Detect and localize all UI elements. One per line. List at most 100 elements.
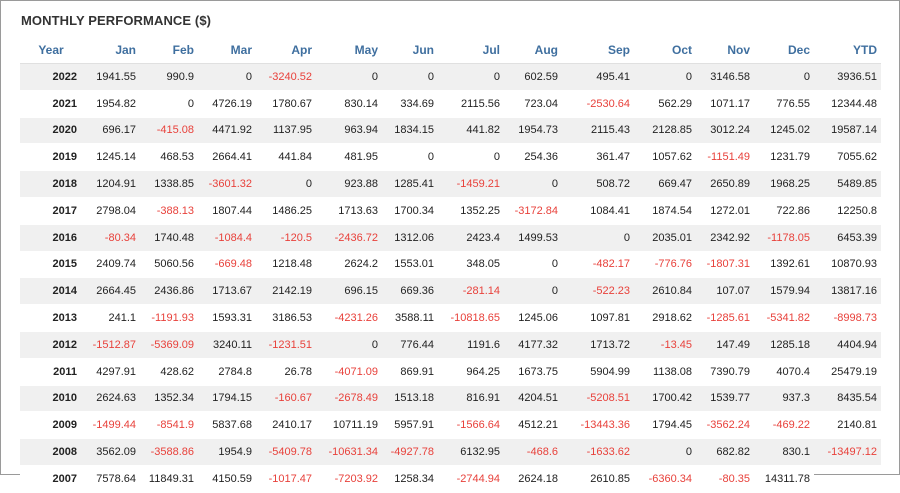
year-cell: 2021 [20, 90, 82, 118]
value-cell: 4404.94 [814, 331, 881, 359]
value-cell: 241.1 [82, 304, 140, 332]
value-cell: 602.59 [504, 63, 562, 91]
value-cell: 1794.45 [634, 411, 696, 440]
year-cell: 2009 [20, 411, 82, 440]
value-cell: 1700.34 [382, 197, 438, 225]
value-cell: -388.13 [140, 197, 198, 225]
value-cell: 3240.11 [198, 331, 256, 359]
value-cell: -669.48 [198, 251, 256, 279]
value-cell: -2530.64 [562, 90, 634, 118]
value-cell: 2610.85 [562, 465, 634, 493]
value-cell: 1553.01 [382, 251, 438, 279]
value-cell: -10818.65 [438, 304, 504, 332]
value-cell: -1512.87 [82, 331, 140, 359]
value-cell: 1834.15 [382, 117, 438, 145]
value-cell: 4297.91 [82, 358, 140, 386]
value-cell: 7390.79 [696, 358, 754, 386]
value-cell: 25479.19 [814, 358, 881, 386]
value-cell: 1191.6 [438, 331, 504, 359]
value-cell: 1138.08 [634, 358, 696, 386]
header-row: Year Jan Feb Mar Apr May Jun Jul Aug Sep Oct Nov Dec… [20, 37, 881, 64]
value-cell: 4070.4 [754, 358, 814, 386]
value-cell: -482.17 [562, 251, 634, 279]
table-row: 2017 2798.04 -388.13 1807.44 1486.25 1713.63 1… [20, 197, 881, 225]
column-header-sep: Sep [562, 37, 634, 64]
value-cell: -281.14 [438, 277, 504, 306]
value-cell: 669.36 [382, 277, 438, 306]
value-cell: 7055.62 [814, 143, 881, 172]
value-cell: 254.36 [504, 143, 562, 172]
value-cell: 1713.63 [316, 197, 382, 225]
value-cell: 1807.44 [198, 197, 256, 225]
value-cell: 2140.81 [814, 411, 881, 440]
value-cell: 1352.34 [140, 385, 198, 413]
value-cell: 508.72 [562, 170, 634, 198]
table-body: 2022 1941.55 990.9 0 -3240.52 0 0 0 602.59 495.41… [20, 63, 881, 493]
value-cell: 5489.85 [814, 170, 881, 198]
value-cell: 14311.78 [754, 465, 814, 493]
value-cell: 990.9 [140, 63, 198, 91]
value-cell: 1312.06 [382, 224, 438, 252]
value-cell: 722.86 [754, 197, 814, 225]
value-cell: 10870.93 [814, 251, 881, 279]
value-cell: 1204.91 [82, 170, 140, 198]
value-cell: 2409.74 [82, 251, 140, 279]
value-cell: 1071.17 [696, 90, 754, 118]
value-cell: 5837.68 [198, 411, 256, 440]
value-cell: 2035.01 [634, 224, 696, 252]
value-cell: -13443.36 [562, 411, 634, 440]
year-cell: 2017 [20, 197, 82, 225]
year-cell: 2015 [20, 251, 82, 279]
value-cell: 361.47 [562, 143, 634, 172]
value-cell: 1954.73 [504, 117, 562, 145]
year-cell: 2020 [20, 117, 82, 145]
value-cell: 776.55 [754, 90, 814, 118]
value-cell: 334.69 [382, 90, 438, 118]
value-cell: 3186.53 [256, 304, 316, 332]
monthly-performance-table: Year Jan Feb Mar Apr May Jun Jul Aug Sep Oct Nov Dec… [20, 37, 881, 493]
value-cell: 1272.01 [696, 197, 754, 225]
value-cell: 2423.4 [438, 224, 504, 252]
value-cell: 495.41 [562, 63, 634, 91]
value-cell: -3172.84 [504, 197, 562, 225]
value-cell: 481.95 [316, 143, 382, 172]
value-cell: -120.5 [256, 224, 316, 252]
value-cell: -5369.09 [140, 331, 198, 359]
value-cell: 1097.81 [562, 304, 634, 332]
value-cell: -80.35 [696, 465, 754, 493]
value-cell: 8435.54 [814, 385, 881, 413]
value-cell: 1352.25 [438, 197, 504, 225]
value-cell: 682.82 [696, 438, 754, 466]
value-cell: 2410.17 [256, 411, 316, 440]
column-header-jun: Jun [382, 37, 438, 64]
value-cell: 776.44 [382, 331, 438, 359]
year-cell: 2010 [20, 385, 82, 413]
column-header-may: May [316, 37, 382, 64]
value-cell: -1151.49 [696, 143, 754, 172]
value-cell: 937.3 [754, 385, 814, 413]
value-cell: 669.47 [634, 170, 696, 198]
value-cell: -3601.32 [198, 170, 256, 198]
value-cell: 4726.19 [198, 90, 256, 118]
value-cell: 1338.85 [140, 170, 198, 198]
year-cell: 2022 [20, 63, 82, 91]
value-cell: 1245.06 [504, 304, 562, 332]
value-cell: 830.14 [316, 90, 382, 118]
column-header-year: Year [20, 37, 82, 64]
value-cell: 2342.92 [696, 224, 754, 252]
column-header-mar: Mar [198, 37, 256, 64]
value-cell: 4471.92 [198, 117, 256, 145]
value-cell: 1218.48 [256, 251, 316, 279]
table-row: 2014 2664.45 2436.86 1713.67 2142.19 696.15 66… [20, 277, 881, 306]
value-cell: 3588.11 [382, 304, 438, 332]
value-cell: -522.23 [562, 277, 634, 306]
column-header-apr: Apr [256, 37, 316, 64]
value-cell: 4150.59 [198, 465, 256, 493]
value-cell: 0 [316, 63, 382, 91]
value-cell: -1231.51 [256, 331, 316, 359]
value-cell: 0 [198, 63, 256, 91]
column-header-aug: Aug [504, 37, 562, 64]
value-cell: -7203.92 [316, 465, 382, 493]
value-cell: 1593.31 [198, 304, 256, 332]
table-row: 2008 3562.09 -3588.86 1954.9 -5409.78 -10631.… [20, 438, 881, 466]
